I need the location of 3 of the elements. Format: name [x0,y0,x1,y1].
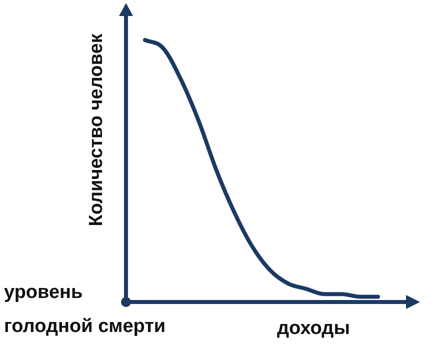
annotation: уровень голодной смерти [4,281,166,339]
x-axis-title: доходы [277,318,350,340]
y-axis-title: Количество человек [86,34,108,226]
